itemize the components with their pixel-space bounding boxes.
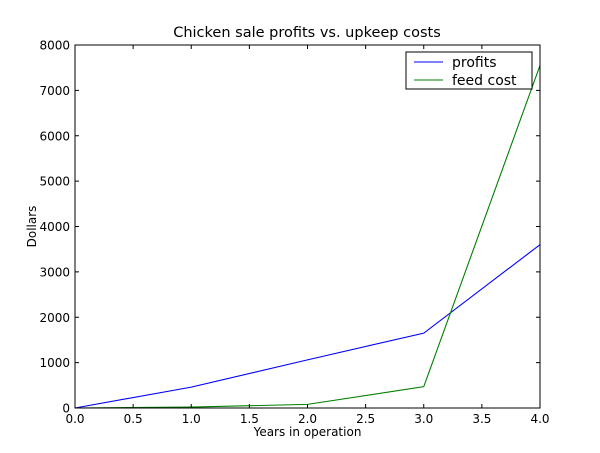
legend-label: profits: [452, 55, 497, 71]
axes-frame: [74, 44, 541, 409]
y-tick-label: 3000: [39, 265, 70, 279]
series-line-feed-cost: [74, 65, 541, 409]
y-tick-label: 0: [62, 402, 70, 416]
legend-entry: feed cost: [414, 73, 517, 89]
x-tick-label: 3.5: [472, 412, 491, 426]
y-tick-label: 6000: [39, 129, 70, 143]
plot-area: [74, 44, 541, 409]
x-tick-label: 2.0: [298, 412, 317, 426]
x-axis-label: Years in operation: [253, 425, 362, 439]
series-layer: [74, 65, 541, 409]
legend-entries: profits feed cost: [414, 55, 517, 89]
x-tick-label: 1.5: [240, 412, 259, 426]
y-tick-label: 1000: [39, 356, 70, 370]
y-axis-label: Dollars: [25, 206, 39, 248]
legend: profits feed cost: [405, 51, 533, 90]
y-tick-label: 2000: [39, 311, 70, 325]
x-tick-label: 2.5: [356, 412, 375, 426]
x-tick-label: 3.0: [414, 412, 433, 426]
x-tick-labels: 0.0 0.5 1.0 1.5 2.0 2.5 3.0 3.5 4.0: [65, 412, 549, 426]
x-tick-label: 0.5: [124, 412, 143, 426]
x-tick-label: 4.0: [530, 412, 549, 426]
y-tick-label: 4000: [39, 220, 70, 234]
y-tick-label: 7000: [39, 84, 70, 98]
legend-box: [405, 51, 533, 90]
tick-marks: [74, 44, 541, 409]
series-line-profits: [74, 244, 541, 409]
y-tick-labels: 0 1000 2000 3000 4000 5000 6000 7000 8000: [39, 39, 70, 416]
legend-entry: profits: [414, 55, 497, 71]
x-tick-label: 0.0: [65, 412, 84, 426]
y-tick-label: 8000: [39, 39, 70, 53]
x-tick-label: 1.0: [182, 412, 201, 426]
chart-title: Chicken sale profits vs. upkeep costs: [173, 25, 441, 41]
legend-label: feed cost: [452, 73, 517, 89]
y-tick-label: 5000: [39, 175, 70, 189]
